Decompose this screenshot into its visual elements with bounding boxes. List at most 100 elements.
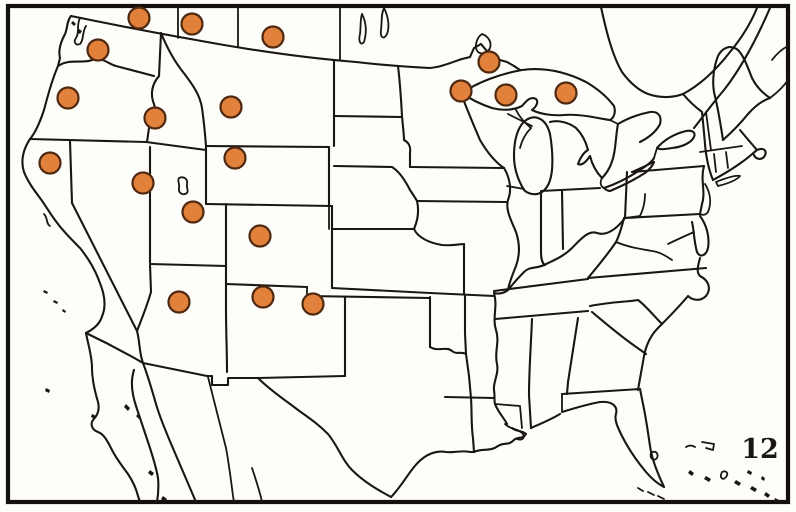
red-river-border bbox=[428, 345, 468, 356]
potomac-river bbox=[667, 231, 695, 245]
distribution-dot-nevada bbox=[131, 171, 155, 195]
distribution-dots-layer bbox=[38, 6, 578, 316]
sonora-gulf-coast bbox=[141, 361, 198, 504]
delmarva-peninsula bbox=[690, 214, 710, 257]
lake-ontario bbox=[655, 129, 696, 151]
arkansas-louisiana-border bbox=[443, 395, 496, 400]
south-central-lines bbox=[224, 282, 562, 499]
distribution-dot-idaho bbox=[143, 106, 167, 130]
new-mexico-north-border bbox=[224, 282, 309, 289]
chihuahua-interior-line bbox=[251, 467, 263, 503]
oklahoma-panhandle-south-border bbox=[305, 294, 432, 300]
st-lawrence-river-north-bank bbox=[681, 6, 759, 96]
puget-sound-islands bbox=[71, 21, 82, 34]
wisconsin-michigan-border bbox=[515, 109, 532, 129]
distribution-dot-utah bbox=[181, 200, 205, 224]
california-coast bbox=[21, 137, 106, 335]
wisconsin-illinois-border bbox=[506, 185, 525, 190]
lake-michigan bbox=[512, 116, 554, 196]
louisiana-mississippi-border bbox=[494, 403, 523, 429]
distribution-dot-arizona bbox=[167, 290, 191, 314]
hudson-champlain-line bbox=[681, 92, 715, 182]
canada-lines bbox=[69, 5, 789, 130]
california-nevada-diagonal-border bbox=[70, 201, 139, 333]
rhode-island-border bbox=[725, 151, 729, 169]
distribution-dot-northern-california bbox=[38, 151, 62, 175]
mexico-lines bbox=[45, 331, 263, 504]
lake-erie-north-shore bbox=[602, 156, 656, 190]
maine-inland-borders bbox=[712, 46, 772, 142]
green-bay bbox=[519, 127, 532, 149]
gulf-of-st-lawrence-coast bbox=[771, 45, 789, 61]
midwest-lines bbox=[408, 94, 627, 426]
lake-huron-main bbox=[600, 122, 620, 180]
south-dakota-nebraska-border bbox=[332, 164, 394, 169]
washington-idaho-border bbox=[157, 31, 163, 78]
arizona-mexico-border bbox=[141, 361, 260, 387]
new-brunswick-coast bbox=[769, 79, 789, 99]
utah-colorado-arizona-new-mexico-border bbox=[224, 202, 229, 374]
distribution-dot-southwest-montana bbox=[219, 95, 243, 119]
distribution-dot-northern-wisconsin bbox=[494, 83, 518, 107]
distribution-dot-northern-minnesota bbox=[477, 50, 501, 74]
lower-mississippi-river bbox=[492, 291, 509, 426]
vermont-new-hampshire-border bbox=[705, 111, 712, 151]
atlantic-coast-virginia-to-florida bbox=[636, 256, 710, 392]
mississippi-alabama-border bbox=[527, 317, 534, 430]
new-england-coast bbox=[711, 128, 759, 182]
minnesota-wisconsin-border bbox=[460, 94, 506, 170]
red-river-north bbox=[396, 64, 404, 118]
channel-islands bbox=[43, 290, 66, 313]
long-island bbox=[715, 174, 741, 187]
north-carolina-south-carolina-border bbox=[588, 298, 664, 326]
florida-keys bbox=[637, 487, 665, 500]
baja-outer-coast bbox=[84, 331, 142, 504]
alabama-georgia-border bbox=[565, 316, 580, 396]
upper-peninsula-south-shore bbox=[507, 113, 533, 127]
mountain-west-lines bbox=[28, 31, 229, 374]
gulf-of-california-islands bbox=[45, 388, 167, 502]
distribution-dot-michigan-upper-peninsula bbox=[554, 81, 578, 105]
oregon-coast bbox=[28, 64, 60, 141]
michigan-south-border bbox=[539, 186, 602, 193]
upper-mississippi-river bbox=[502, 166, 521, 292]
figure-number-label: 12 bbox=[741, 434, 779, 465]
new-mexico-south-border bbox=[256, 374, 347, 380]
cape-cod bbox=[752, 147, 767, 160]
nevada-arizona-colorado-river bbox=[135, 262, 153, 365]
southeast-lines bbox=[492, 256, 710, 500]
northeast-lines bbox=[681, 46, 789, 187]
gulf-coast-mississippi-alabama bbox=[529, 412, 562, 430]
lake-winnipeg bbox=[379, 7, 390, 39]
distribution-dot-northwest-wyoming bbox=[223, 146, 247, 170]
distribution-dot-alberta bbox=[180, 12, 204, 36]
distribution-dot-oregon bbox=[56, 86, 80, 110]
distribution-dot-lake-superior-west bbox=[449, 79, 473, 103]
tennessee-south-border bbox=[493, 309, 590, 321]
missouri-river-kansas-city bbox=[412, 199, 466, 247]
utah-arizona-border bbox=[148, 262, 228, 268]
connecticut-border bbox=[713, 153, 717, 173]
california-nevada-vertical-border bbox=[68, 139, 74, 205]
pacific-coast-lines bbox=[21, 14, 145, 365]
lake-superior-south-shore bbox=[460, 91, 612, 122]
new-jersey-coast bbox=[699, 183, 712, 216]
great-salt-lake bbox=[177, 176, 189, 196]
delaware-river-border bbox=[698, 164, 706, 216]
lake-huron-georgian-bay bbox=[616, 110, 662, 144]
baja-gulf-coast bbox=[130, 368, 160, 504]
lake-manitoba bbox=[358, 13, 367, 45]
san-francisco-bay bbox=[43, 213, 51, 227]
north-dakota-south-dakota-border bbox=[332, 114, 404, 119]
lake-erie-south-shore bbox=[602, 160, 656, 193]
niagara-river bbox=[653, 147, 658, 159]
ontario-quebec-border bbox=[599, 5, 685, 99]
maine-coast bbox=[721, 96, 772, 142]
florida-coast bbox=[560, 387, 666, 489]
massachusetts-north-border bbox=[699, 145, 743, 153]
washington-oregon-columbia-border bbox=[56, 57, 156, 78]
mississippi-delta-lobe bbox=[504, 423, 525, 441]
montana-idaho-bitterroot-border bbox=[159, 31, 208, 148]
